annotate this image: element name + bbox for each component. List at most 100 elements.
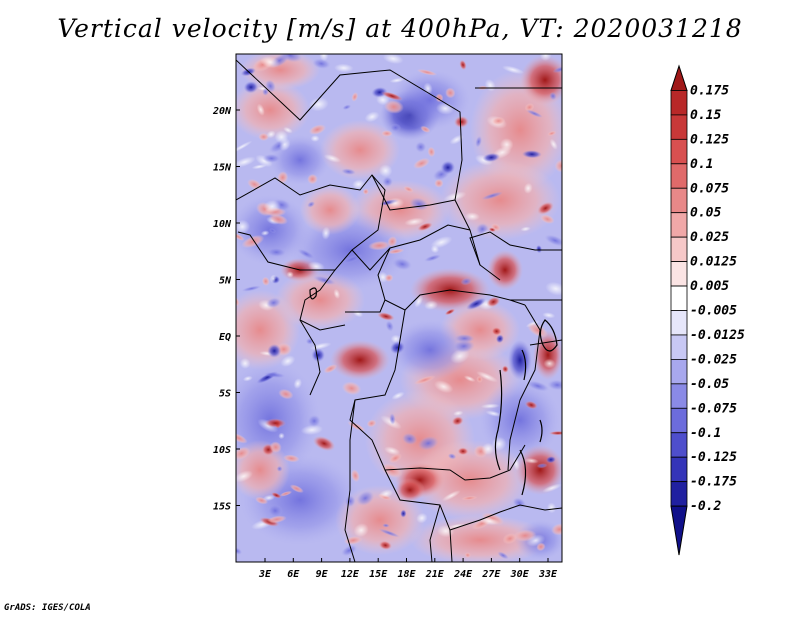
field-speckle — [475, 135, 482, 148]
field-speckle — [266, 297, 281, 309]
field-speckle — [297, 248, 315, 260]
field-speckle — [333, 288, 341, 299]
field-speckle — [547, 130, 557, 137]
field-speckle — [476, 375, 483, 383]
field-speckle — [417, 436, 439, 451]
field-speckle — [386, 197, 405, 209]
longitude-axis: 3E 6E 9E 12E 15E 18E 21E 24E 27E 30E 33E — [258, 558, 558, 580]
field-speckle — [384, 274, 394, 282]
field-speckle — [351, 92, 359, 102]
colorbar-label: 0.005 — [690, 279, 729, 294]
colorbar-segment — [670, 407, 688, 434]
colorbar-label: 0.1 — [690, 157, 713, 172]
colorbar-segment — [670, 138, 688, 165]
field-speckle — [466, 297, 487, 310]
field-speckle — [417, 222, 433, 232]
map-title: Vertical velocity [m/s] at 400hPa, VT: 2… — [57, 14, 743, 43]
lat-label: 10N — [213, 219, 232, 230]
field-speckle — [266, 130, 276, 139]
field-speckle — [540, 214, 555, 224]
field-speckle — [274, 130, 289, 144]
field-speckle — [341, 168, 356, 175]
colorbar-label: 0.175 — [690, 83, 729, 98]
vertical-velocity-field — [236, 54, 562, 562]
field-speckle — [378, 164, 393, 178]
field-speckle — [300, 424, 324, 436]
field-speckle — [236, 470, 253, 483]
field-speckle — [389, 413, 396, 425]
field-speckle — [443, 191, 467, 202]
lon-label: 33E — [538, 569, 558, 580]
field-speckle — [311, 348, 326, 362]
field-speckle — [536, 542, 546, 552]
colorbar-segment — [670, 187, 688, 214]
field-speckle — [392, 257, 412, 271]
field-speckle — [261, 276, 270, 286]
field-speckle — [377, 312, 395, 321]
field-speckle — [389, 453, 402, 464]
lon-label: 30E — [510, 569, 530, 580]
country-borders — [236, 59, 562, 562]
field-speckle — [459, 59, 467, 71]
field-speckle — [420, 125, 431, 133]
field-speckle — [278, 388, 294, 400]
lat-label: 20N — [212, 106, 232, 117]
field-speckle — [400, 509, 407, 518]
field-speckle — [382, 54, 404, 65]
field-speckle — [390, 123, 402, 132]
lon-label: 3E — [258, 569, 272, 580]
field-speckle — [350, 469, 360, 483]
field-speckle — [279, 490, 293, 497]
field-speckle — [435, 93, 444, 103]
field-speckle — [444, 308, 456, 316]
field-speckle — [414, 375, 436, 385]
field-speckle — [276, 465, 283, 472]
field-speckle — [526, 380, 550, 392]
field-anomaly — [395, 478, 425, 502]
field-speckle — [341, 254, 363, 264]
field-speckle — [549, 92, 557, 101]
field-speckle — [334, 63, 354, 73]
field-speckle — [476, 371, 498, 383]
field-speckle — [323, 154, 342, 163]
colorbar-segment — [670, 285, 688, 311]
field-speckle — [366, 419, 377, 428]
colorbar-label: -0.175 — [690, 475, 737, 490]
field-speckle — [387, 248, 405, 255]
field-speckle — [449, 134, 464, 145]
field-speckle — [381, 130, 393, 137]
field-speckle — [266, 247, 287, 257]
field-speckle — [391, 391, 405, 400]
field-speckle — [236, 232, 245, 241]
colorbar-max-triangle — [670, 64, 688, 91]
field-speckle — [475, 223, 489, 236]
field-speckle — [549, 138, 558, 150]
lat-label: EQ — [219, 332, 231, 343]
field-speckle — [308, 124, 326, 135]
field-anomaly — [236, 440, 290, 500]
field-speckle — [512, 456, 520, 471]
field-speckle — [453, 410, 464, 417]
field-speckle — [447, 453, 457, 460]
field-speckle — [344, 495, 356, 508]
field-speckle — [545, 281, 562, 296]
colorbar-segment — [670, 310, 688, 336]
field-speckle — [356, 490, 375, 506]
field-speckle — [267, 515, 287, 524]
field-speckle — [416, 69, 438, 76]
colorbar-segment — [670, 334, 688, 360]
field-speckle — [453, 115, 469, 128]
field-speckle — [342, 104, 352, 110]
field-speckle — [239, 357, 251, 369]
colorbar-segment — [670, 163, 688, 189]
field-speckle — [378, 540, 393, 550]
field-speckle — [255, 154, 273, 168]
field-speckle — [548, 430, 562, 436]
field-speckle — [413, 157, 430, 169]
field-speckle — [236, 296, 240, 307]
field-speckle — [542, 312, 556, 319]
lon-label: 27E — [481, 569, 501, 580]
field-speckle — [313, 275, 336, 285]
field-speckle — [383, 100, 404, 114]
field-speckle — [451, 416, 464, 426]
